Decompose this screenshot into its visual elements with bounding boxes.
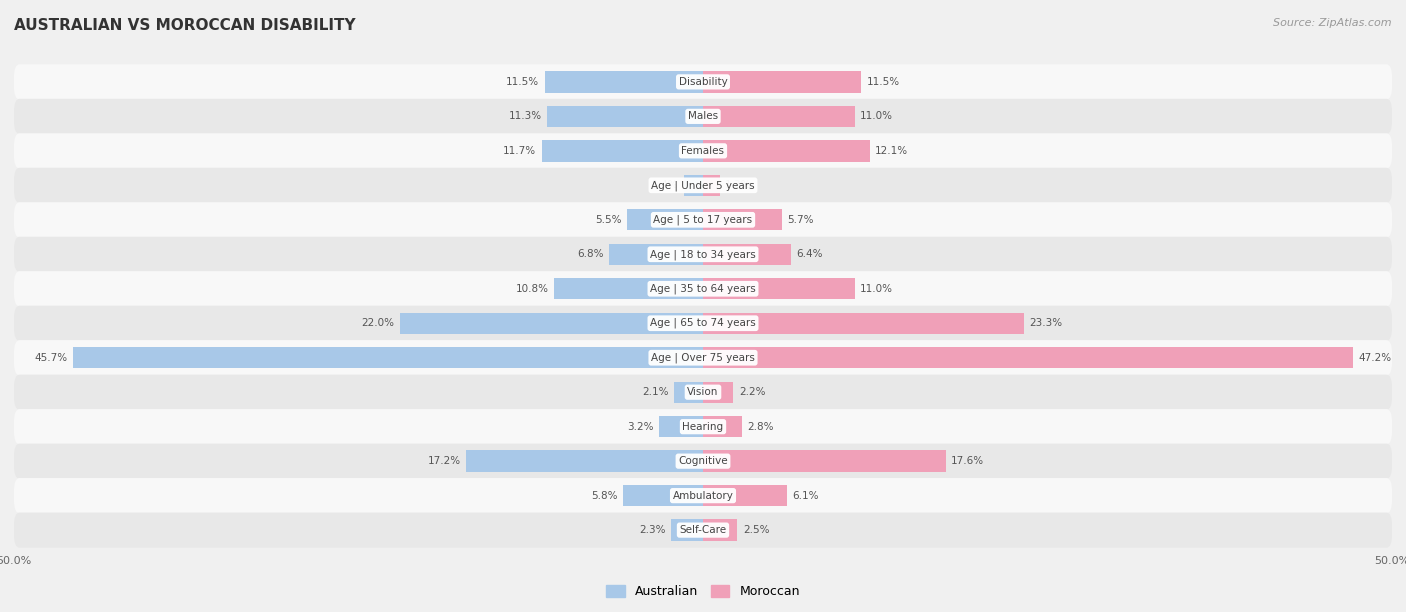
Text: 47.2%: 47.2%: [1358, 353, 1392, 363]
Text: Self-Care: Self-Care: [679, 525, 727, 535]
Text: 6.8%: 6.8%: [578, 249, 603, 259]
Text: 11.5%: 11.5%: [506, 77, 538, 87]
Text: 11.0%: 11.0%: [860, 111, 893, 121]
FancyBboxPatch shape: [14, 305, 1392, 341]
Text: 17.6%: 17.6%: [950, 456, 984, 466]
Text: Females: Females: [682, 146, 724, 156]
Text: Age | 18 to 34 years: Age | 18 to 34 years: [650, 249, 756, 259]
Text: Ambulatory: Ambulatory: [672, 491, 734, 501]
Bar: [703, 416, 741, 438]
Bar: [465, 450, 703, 472]
Bar: [671, 520, 703, 541]
Text: 5.8%: 5.8%: [591, 491, 617, 501]
Bar: [683, 174, 703, 196]
Text: 17.2%: 17.2%: [427, 456, 461, 466]
Bar: [547, 106, 703, 127]
Bar: [703, 313, 1024, 334]
Text: Age | Under 5 years: Age | Under 5 years: [651, 180, 755, 190]
Bar: [703, 450, 945, 472]
FancyBboxPatch shape: [14, 168, 1392, 203]
FancyBboxPatch shape: [14, 202, 1392, 237]
Text: AUSTRALIAN VS MOROCCAN DISABILITY: AUSTRALIAN VS MOROCCAN DISABILITY: [14, 18, 356, 34]
Text: 1.4%: 1.4%: [652, 181, 678, 190]
Text: Age | 35 to 64 years: Age | 35 to 64 years: [650, 283, 756, 294]
Bar: [703, 485, 787, 506]
Text: 23.3%: 23.3%: [1029, 318, 1063, 328]
Text: Age | 65 to 74 years: Age | 65 to 74 years: [650, 318, 756, 329]
Bar: [673, 381, 703, 403]
Text: Hearing: Hearing: [682, 422, 724, 431]
Text: 5.5%: 5.5%: [595, 215, 621, 225]
Text: Cognitive: Cognitive: [678, 456, 728, 466]
Bar: [703, 381, 734, 403]
Text: 45.7%: 45.7%: [35, 353, 67, 363]
Text: 12.1%: 12.1%: [876, 146, 908, 156]
Legend: Australian, Moroccan: Australian, Moroccan: [602, 580, 804, 603]
Text: 11.3%: 11.3%: [509, 111, 541, 121]
Bar: [399, 313, 703, 334]
FancyBboxPatch shape: [14, 444, 1392, 479]
FancyBboxPatch shape: [14, 133, 1392, 168]
Text: 2.3%: 2.3%: [640, 525, 666, 535]
Text: 2.8%: 2.8%: [747, 422, 773, 431]
Bar: [703, 520, 738, 541]
Text: 2.1%: 2.1%: [643, 387, 669, 397]
Text: Age | 5 to 17 years: Age | 5 to 17 years: [654, 215, 752, 225]
FancyBboxPatch shape: [14, 340, 1392, 375]
Text: 11.5%: 11.5%: [868, 77, 900, 87]
Text: 2.5%: 2.5%: [742, 525, 769, 535]
Text: 1.2%: 1.2%: [725, 181, 752, 190]
Text: 5.7%: 5.7%: [787, 215, 814, 225]
Bar: [703, 71, 862, 92]
FancyBboxPatch shape: [14, 271, 1392, 307]
Bar: [541, 140, 703, 162]
Bar: [623, 485, 703, 506]
Text: Vision: Vision: [688, 387, 718, 397]
FancyBboxPatch shape: [14, 64, 1392, 100]
Bar: [609, 244, 703, 265]
Text: 10.8%: 10.8%: [516, 284, 548, 294]
FancyBboxPatch shape: [14, 237, 1392, 272]
Bar: [703, 174, 720, 196]
Text: 22.0%: 22.0%: [361, 318, 394, 328]
Bar: [659, 416, 703, 438]
Text: 6.4%: 6.4%: [797, 249, 823, 259]
Text: Age | Over 75 years: Age | Over 75 years: [651, 353, 755, 363]
Bar: [703, 106, 855, 127]
Text: 6.1%: 6.1%: [793, 491, 820, 501]
Bar: [703, 347, 1354, 368]
Text: 3.2%: 3.2%: [627, 422, 654, 431]
FancyBboxPatch shape: [14, 478, 1392, 513]
Bar: [703, 244, 792, 265]
Bar: [703, 278, 855, 299]
Text: 11.0%: 11.0%: [860, 284, 893, 294]
Bar: [544, 71, 703, 92]
Text: 11.7%: 11.7%: [503, 146, 536, 156]
Bar: [703, 140, 870, 162]
Text: 2.2%: 2.2%: [738, 387, 765, 397]
Text: Source: ZipAtlas.com: Source: ZipAtlas.com: [1274, 18, 1392, 28]
FancyBboxPatch shape: [14, 99, 1392, 134]
Text: Disability: Disability: [679, 77, 727, 87]
Bar: [554, 278, 703, 299]
Bar: [703, 209, 782, 231]
FancyBboxPatch shape: [14, 512, 1392, 548]
Bar: [627, 209, 703, 231]
Bar: [73, 347, 703, 368]
FancyBboxPatch shape: [14, 375, 1392, 410]
Text: Males: Males: [688, 111, 718, 121]
FancyBboxPatch shape: [14, 409, 1392, 444]
